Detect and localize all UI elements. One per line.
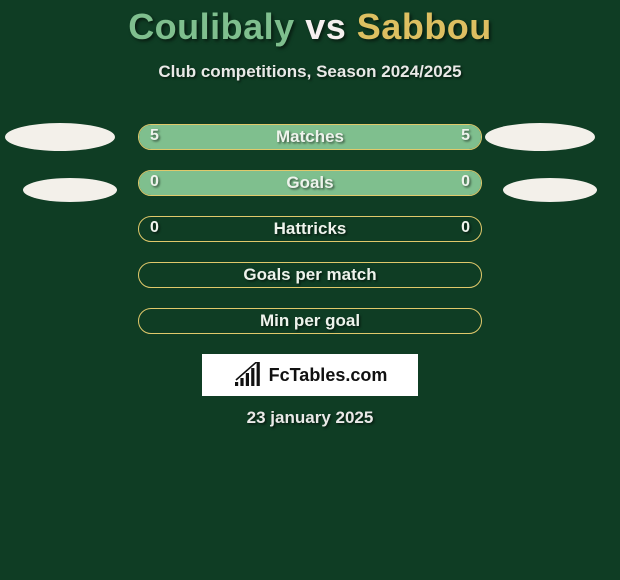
subtitle: Club competitions, Season 2024/2025: [0, 62, 620, 82]
left-value: 0: [150, 219, 159, 237]
logo-text: FcTables.com: [269, 365, 388, 386]
logo: FcTables.com: [202, 354, 418, 396]
decorative-oval: [503, 178, 597, 202]
comparison-row: Hattricks0 0: [0, 216, 620, 242]
decorative-oval: [485, 123, 595, 151]
vs-text: vs: [305, 6, 346, 47]
bar-label: Hattricks: [0, 219, 620, 239]
player1-name: Coulibaly: [128, 6, 295, 47]
player2-name: Sabbou: [357, 6, 492, 47]
comparison-canvas: Coulibaly vs Sabbou Club competitions, S…: [0, 0, 620, 580]
comparison-rows: Matches55Goals00Hattricks00Goals per mat…: [0, 124, 620, 354]
date-text: 23 january 2025: [0, 408, 620, 428]
page-title: Coulibaly vs Sabbou: [0, 6, 620, 48]
comparison-row: Min per goal: [0, 308, 620, 334]
right-value: 0: [461, 173, 470, 191]
comparison-row: Goals per match: [0, 262, 620, 288]
right-value: 5: [461, 127, 470, 145]
right-value: 0: [461, 219, 470, 237]
decorative-oval: [23, 178, 117, 202]
barchart-icon: [233, 362, 263, 388]
left-value: 0: [150, 173, 159, 191]
bar-label: Min per goal: [0, 311, 620, 331]
left-value: 5: [150, 127, 159, 145]
bar-label: Goals per match: [0, 265, 620, 285]
decorative-oval: [5, 123, 115, 151]
